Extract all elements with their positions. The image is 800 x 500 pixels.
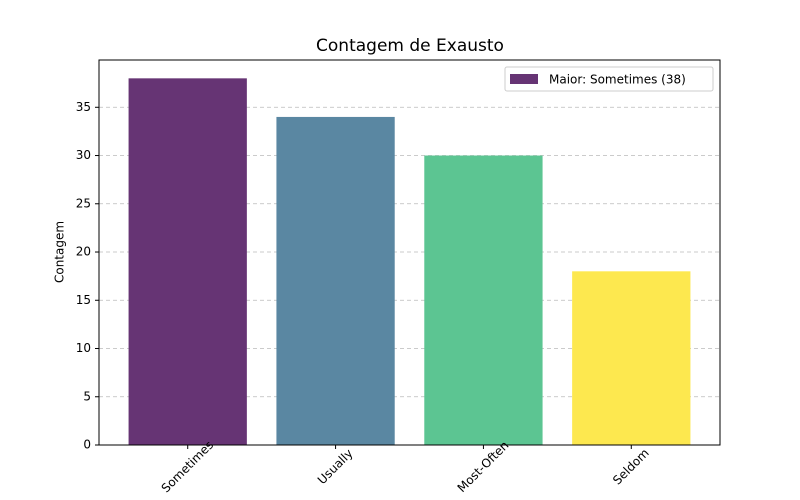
bar	[424, 155, 543, 446]
bar	[128, 78, 247, 445]
y-axis-label: Contagem	[53, 221, 67, 283]
chart-title: Contagem de Exausto	[316, 36, 504, 56]
x-tick-label: Usually	[315, 446, 356, 487]
legend-box	[504, 66, 714, 92]
y-tick-label: 30	[76, 148, 91, 162]
bar	[276, 116, 395, 446]
axes-frame	[98, 59, 721, 446]
legend-swatch	[510, 74, 538, 84]
legend-label: Maior: Sometimes (38)	[549, 73, 686, 87]
y-tick-label: 5	[83, 389, 91, 403]
y-tick-label: 15	[76, 293, 91, 307]
bar	[572, 271, 691, 445]
y-tick-label: 20	[76, 245, 91, 259]
x-tick-label: Seldom	[610, 446, 652, 488]
y-tick-label: 35	[76, 100, 91, 114]
y-tick-label: 10	[76, 341, 91, 355]
y-tick-label: 0	[83, 438, 91, 452]
y-tick-label: 25	[76, 196, 91, 210]
